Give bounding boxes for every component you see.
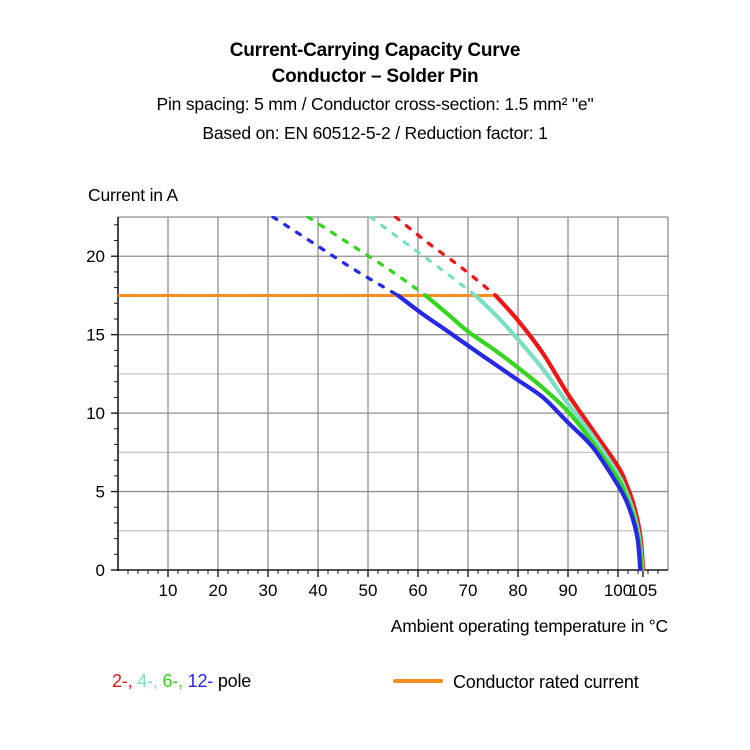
curve-4-pole: [473, 293, 645, 571]
legend-pole-12-pole: 12-: [187, 671, 218, 691]
title-block: Current-Carrying Capacity Curve Conducto…: [0, 38, 750, 148]
gridlines: [118, 216, 669, 570]
x-tick-label: 80: [509, 581, 528, 600]
x-tick-label: 60: [409, 581, 428, 600]
y-axis-title: Current in A: [88, 185, 179, 205]
chart-subtitle-line1: Pin spacing: 5 mm / Conductor cross-sect…: [156, 94, 594, 114]
axis-ticks: [111, 224, 659, 577]
legend-pole-suffix: pole: [217, 671, 252, 691]
y-tick-label: 20: [86, 247, 105, 266]
x-tick-label: 105: [629, 581, 657, 600]
y-tick-label: 0: [96, 561, 105, 580]
chart-subtitle-line2: Based on: EN 60512-5-2 / Reduction facto…: [202, 123, 548, 143]
chart-title-line2: Conductor – Solder Pin: [271, 66, 479, 87]
curves: [271, 216, 646, 571]
curve-dashed-2-pole: [393, 216, 498, 298]
y-tick-label: 15: [86, 326, 105, 345]
x-tick-label: 30: [259, 581, 278, 600]
axes: [117, 217, 668, 571]
curve-dashed-4-pole: [368, 216, 478, 298]
legend-poles: 2-, 4-, 6-, 12- pole: [112, 671, 251, 692]
x-tick-label: 70: [459, 581, 478, 600]
x-tick-label: 100: [604, 581, 632, 600]
curve-dashed-12-pole: [271, 216, 400, 298]
legend-pole-6-pole: 6-,: [162, 671, 188, 691]
x-axis-title: Ambient operating temperature in °C: [390, 616, 668, 636]
legend-rated-label: Conductor rated current: [453, 671, 639, 692]
y-tick-label: 10: [86, 404, 105, 423]
rated-current-line-icon: [393, 678, 443, 683]
x-tick-label: 40: [309, 581, 328, 600]
curve-dashed-6-pole: [306, 216, 428, 298]
x-tick-label: 20: [209, 581, 228, 600]
legend-pole-items: 2-, 4-, 6-, 12-: [112, 671, 218, 691]
legend-pole-2-pole: 2-,: [112, 671, 138, 691]
x-tick-label: 90: [559, 581, 578, 600]
chart-title-line1: Current-Carrying Capacity Curve: [229, 40, 521, 61]
legend-pole-4-pole: 4-,: [137, 671, 163, 691]
curve-12-pole: [395, 293, 643, 571]
x-tick-label: 10: [159, 581, 178, 600]
x-tick-label: 50: [359, 581, 378, 600]
legend-rated-current: Conductor rated current: [393, 671, 639, 693]
y-tick-label: 5: [96, 483, 105, 502]
